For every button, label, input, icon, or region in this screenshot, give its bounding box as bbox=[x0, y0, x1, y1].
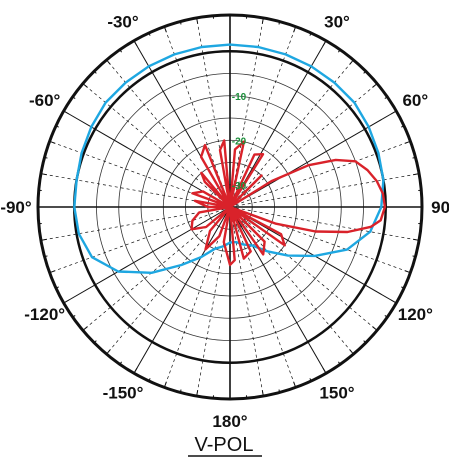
outer-tick bbox=[384, 314, 388, 318]
outer-tick bbox=[119, 361, 123, 365]
angle-label: 120° bbox=[398, 305, 433, 324]
outer-tick bbox=[55, 286, 59, 289]
outer-tick bbox=[363, 70, 367, 74]
angle-label: 0° bbox=[222, 0, 238, 3]
radial-labels: -10 -20 -30 bbox=[232, 92, 247, 192]
outer-tick bbox=[401, 286, 405, 289]
major-spoke bbox=[63, 206, 231, 304]
angle-label: -30° bbox=[107, 13, 139, 32]
minor-spoke bbox=[229, 83, 378, 208]
outer-tick bbox=[148, 32, 151, 36]
outer-tick bbox=[278, 21, 281, 25]
minor-spoke bbox=[82, 83, 231, 208]
minor-spoke bbox=[229, 173, 420, 208]
minor-spoke bbox=[229, 206, 264, 397]
angle-label: 180° bbox=[212, 412, 247, 431]
outer-tick bbox=[93, 340, 97, 344]
outer-tick bbox=[309, 32, 312, 36]
angle-labels: 0° 30° 60° 90° 120° 150° 180° -150° -120° -90° -60… bbox=[0, 0, 449, 431]
radial-label: -30 bbox=[232, 181, 247, 192]
outer-tick bbox=[278, 389, 281, 393]
outer-tick bbox=[55, 125, 59, 128]
radial-label: -10 bbox=[232, 92, 247, 103]
angle-label: 150° bbox=[319, 383, 354, 402]
minor-spoke bbox=[229, 206, 378, 331]
angle-label: -60° bbox=[29, 91, 61, 110]
series-2-line bbox=[190, 139, 387, 267]
outer-tick bbox=[93, 70, 97, 74]
outer-tick bbox=[72, 314, 76, 318]
minor-spoke bbox=[229, 206, 296, 388]
outer-tick bbox=[337, 49, 341, 53]
outer-tick bbox=[148, 378, 151, 382]
outer-tick bbox=[337, 361, 341, 365]
major-spoke bbox=[229, 206, 327, 374]
chart-title: V-POL bbox=[195, 434, 254, 456]
outer-tick bbox=[44, 156, 48, 159]
outer-tick bbox=[412, 156, 416, 159]
angle-label: 60° bbox=[402, 91, 428, 110]
major-spoke bbox=[133, 206, 231, 374]
outer-tick bbox=[119, 49, 123, 53]
outer-tick bbox=[179, 21, 182, 25]
minor-spoke bbox=[229, 141, 411, 208]
angle-label: -90° bbox=[0, 198, 32, 217]
outer-tick bbox=[309, 378, 312, 382]
angle-label: 30° bbox=[324, 13, 350, 32]
minor-spoke bbox=[229, 26, 296, 208]
angle-label: -150° bbox=[103, 383, 144, 402]
outer-tick bbox=[401, 125, 405, 128]
series-1-line bbox=[73, 43, 385, 274]
outer-tick bbox=[72, 96, 76, 100]
minor-spoke bbox=[229, 59, 354, 208]
outer-tick bbox=[412, 255, 416, 258]
minor-spoke bbox=[229, 206, 420, 241]
angle-label: -120° bbox=[24, 305, 65, 324]
series-layer bbox=[73, 43, 387, 274]
radial-label: -20 bbox=[232, 136, 247, 147]
angle-label: 90° bbox=[431, 198, 449, 217]
minor-spoke bbox=[49, 206, 231, 273]
outer-tick bbox=[44, 255, 48, 258]
outer-tick bbox=[363, 340, 367, 344]
outer-tick bbox=[179, 389, 182, 393]
outer-tick bbox=[384, 96, 388, 100]
minor-spoke bbox=[229, 206, 354, 355]
